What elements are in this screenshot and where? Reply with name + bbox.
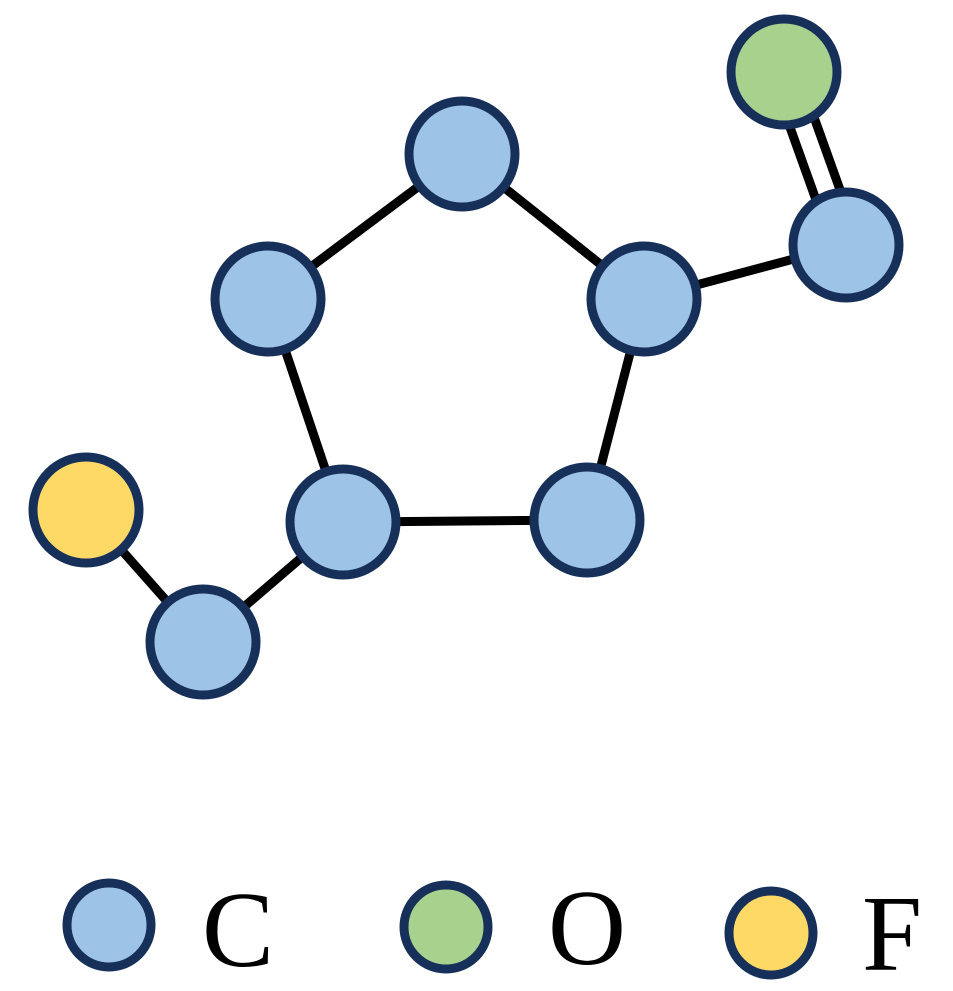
atom-c-upper-right — [586, 241, 702, 357]
legend-label-c: C — [202, 871, 274, 990]
atom-c-upper-left — [210, 241, 326, 357]
atom-f-terminal — [28, 452, 144, 568]
legend-item-c: C — [62, 871, 274, 990]
atoms-layer — [28, 14, 904, 700]
atom-c-lower-right — [529, 462, 645, 578]
atom-c-carbonyl — [788, 187, 904, 303]
legend-item-f: F — [724, 875, 922, 991]
atom-c-top — [404, 96, 520, 212]
legend-swatch-o — [399, 880, 493, 974]
atom-c-lower-left — [285, 464, 401, 580]
legend-label-o: O — [548, 869, 626, 988]
atom-o-carbonyl — [726, 14, 842, 130]
legend-swatch-f — [724, 886, 818, 980]
legend-item-o: O — [399, 869, 626, 988]
legend-swatch-c — [62, 878, 156, 972]
atom-c-methylene — [145, 584, 261, 700]
legend-label-f: F — [862, 875, 922, 991]
